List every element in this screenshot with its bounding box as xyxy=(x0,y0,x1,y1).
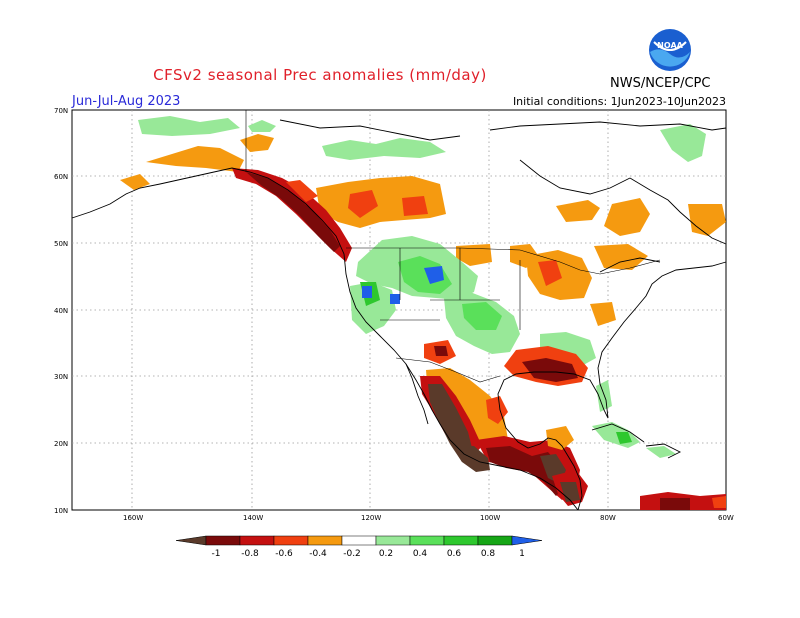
logo-text: NOAA xyxy=(657,41,683,50)
colorbar-label: -0.4 xyxy=(309,549,327,559)
lat-label: 30N xyxy=(54,373,68,381)
lat-label: 10N xyxy=(54,507,68,515)
lon-label: 160W xyxy=(123,514,143,522)
colorbar-legend: -1 -0.8 -0.6 -0.4 -0.2 0.2 0.4 0.6 0.8 1 xyxy=(175,535,543,559)
latitude-labels: 70N 60N 50N 40N 30N 20N 10N xyxy=(54,107,68,515)
political-borders xyxy=(245,110,661,383)
colorbar-low-arrow xyxy=(175,535,207,546)
map-frame xyxy=(71,109,727,511)
colorbar-label: -0.8 xyxy=(241,549,259,559)
colorbar-swatch xyxy=(205,535,241,546)
lat-label: 20N xyxy=(54,440,68,448)
colorbar-swatch xyxy=(409,535,445,546)
lon-label: 60W xyxy=(718,514,734,522)
forecast-period: Jun-Jul-Aug 2023 xyxy=(72,94,181,109)
colorbar-label: 0.4 xyxy=(413,549,428,559)
colorbar-high-arrow xyxy=(511,535,543,546)
longitude-labels: 160W 140W 120W 100W 80W 60W xyxy=(123,514,734,522)
lat-label: 60N xyxy=(54,173,68,181)
lon-label: 120W xyxy=(361,514,381,522)
lat-label: 50N xyxy=(54,240,68,248)
colorbar-label: 0.6 xyxy=(447,549,462,559)
lon-label: 140W xyxy=(243,514,263,522)
colorbar-label: -0.6 xyxy=(275,549,293,559)
colorbar-label: 1 xyxy=(519,549,525,559)
agency-label: NWS/NCEP/CPC xyxy=(610,76,711,91)
colorbar-swatch xyxy=(375,535,411,546)
colorbar-label: -0.2 xyxy=(343,549,361,559)
colorbar-swatch xyxy=(307,535,343,546)
colorbar-swatch xyxy=(341,535,377,546)
colorbar-swatch xyxy=(477,535,513,546)
lat-label: 40N xyxy=(54,307,68,315)
colorbar-label: 0.2 xyxy=(379,549,393,559)
lat-label: 70N xyxy=(54,107,68,115)
noaa-logo-icon: NOAA xyxy=(649,29,691,71)
lon-label: 100W xyxy=(480,514,500,522)
colorbar-label: 0.8 xyxy=(481,549,496,559)
precip-anomaly-shading xyxy=(120,116,726,510)
colorbar-label: -1 xyxy=(212,549,221,559)
coastlines xyxy=(71,119,727,511)
lon-label: 80W xyxy=(600,514,616,522)
colorbar-swatch xyxy=(239,535,275,546)
initial-conditions: Initial conditions: 1Jun2023-10Jun2023 xyxy=(512,95,726,108)
map-title: CFSv2 seasonal Prec anomalies (mm/day) xyxy=(153,66,487,84)
colorbar-swatch xyxy=(273,535,309,546)
colorbar-swatch xyxy=(443,535,479,546)
